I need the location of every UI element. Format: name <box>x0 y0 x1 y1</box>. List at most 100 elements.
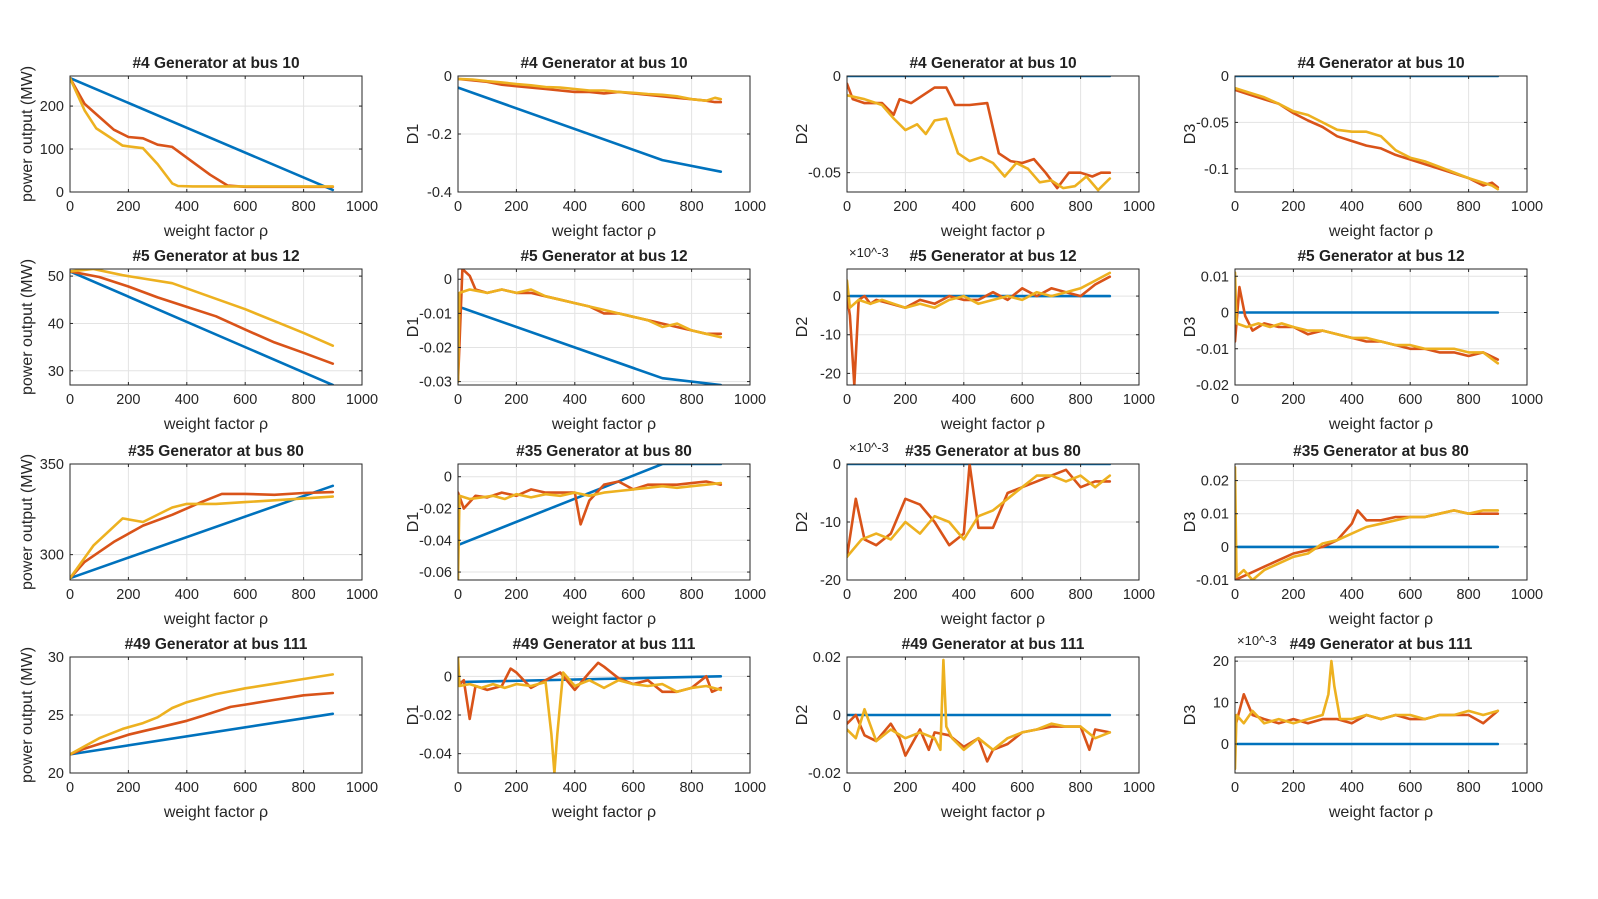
axes-box <box>69 463 363 581</box>
y-tick-label: 0 <box>1221 540 1229 556</box>
x-tick-label: 0 <box>843 392 851 408</box>
y-tick-label: 0 <box>444 272 452 288</box>
x-tick-label: 600 <box>621 780 645 796</box>
x-tick-label: 1000 <box>346 780 378 796</box>
x-tick-label: 800 <box>679 199 703 215</box>
chart-title: #5 Generator at bus 12 <box>132 248 299 265</box>
x-tick-label: 200 <box>504 780 528 796</box>
y-tick-label: 40 <box>48 316 64 332</box>
y-tick-label: 0.01 <box>1201 269 1229 285</box>
y-tick-label: -0.01 <box>1196 342 1229 358</box>
y-tick-label: 0.02 <box>813 650 841 666</box>
y-tick-label: -10 <box>820 515 841 531</box>
series-line-3 <box>847 271 1112 310</box>
series-line-1 <box>70 484 335 580</box>
x-tick-label: 200 <box>504 199 528 215</box>
plot-area <box>70 76 362 192</box>
x-axis-label: weight factor ρ <box>551 611 656 628</box>
x-tick-label: 800 <box>679 780 703 796</box>
x-tick-label: 0 <box>454 587 462 603</box>
subplot-13: 0 200 400 600 800 1000 20 25 30 #49 Generator at … <box>19 636 378 821</box>
y-tick-label: -0.1 <box>1204 162 1229 178</box>
y-tick-label: -0.04 <box>419 747 452 763</box>
axes-box <box>457 268 751 386</box>
x-tick-label: 200 <box>893 199 917 215</box>
y-tick-label: -20 <box>820 573 841 589</box>
y-tick-label: 30 <box>48 364 64 380</box>
x-axis-label: weight factor ρ <box>551 223 656 240</box>
series-line-3 <box>458 657 723 773</box>
y-axis-label: D1 <box>405 512 422 533</box>
x-tick-label: 800 <box>679 392 703 408</box>
y-axis-label: D2 <box>794 512 811 533</box>
subplot-2: 0 200 400 600 800 1000 -0.4 -0.2 0 #4 Generator a… <box>405 55 766 240</box>
x-axis-label: weight factor ρ <box>940 611 1045 628</box>
y-tick-label: -0.02 <box>1196 378 1229 394</box>
x-tick-label: 400 <box>175 587 199 603</box>
x-tick-label: 1000 <box>734 199 766 215</box>
y-axis-label: power output (MW) <box>19 647 36 783</box>
y-axis-label: D3 <box>1182 317 1199 338</box>
x-axis-label: weight factor ρ <box>940 223 1045 240</box>
x-tick-label: 600 <box>1010 780 1034 796</box>
x-tick-label: 200 <box>893 392 917 408</box>
axes-box <box>846 75 1140 193</box>
axis-exponent: ×10^-3 <box>849 245 889 260</box>
x-tick-label: 600 <box>1010 392 1034 408</box>
chart-title: #4 Generator at bus 10 <box>1297 55 1464 72</box>
y-tick-label: -0.05 <box>808 166 841 182</box>
x-tick-label: 800 <box>1068 392 1092 408</box>
chart-title: #4 Generator at bus 10 <box>132 55 299 72</box>
x-tick-label: 200 <box>1281 199 1305 215</box>
x-tick-label: 400 <box>1340 587 1364 603</box>
y-axis-label: D3 <box>1182 124 1199 145</box>
x-tick-label: 200 <box>116 587 140 603</box>
chart-title: #5 Generator at bus 12 <box>520 248 687 265</box>
x-tick-label: 0 <box>66 199 74 215</box>
y-tick-label: 0 <box>1221 737 1229 753</box>
y-tick-label: 350 <box>40 457 64 473</box>
x-tick-label: 600 <box>233 780 257 796</box>
chart-title: #4 Generator at bus 10 <box>909 55 1076 72</box>
subplot-1: 0 200 400 600 800 1000 0 100 200 #4 Generator at … <box>19 55 378 240</box>
x-tick-label: 1000 <box>1123 587 1155 603</box>
x-axis-label: weight factor ρ <box>551 804 656 821</box>
subplot-10: 0 200 400 600 800 1000 -0.06 -0.04 -0.02 0 #35 Gen… <box>405 443 766 628</box>
x-tick-label: 1000 <box>1123 392 1155 408</box>
x-axis-label: weight factor ρ <box>1328 611 1433 628</box>
y-tick-label: 300 <box>40 548 64 564</box>
axes-box <box>457 463 751 581</box>
series-line-3 <box>847 94 1112 192</box>
series-line-3 <box>458 77 723 102</box>
y-axis-label: D1 <box>405 705 422 726</box>
chart-title: #5 Generator at bus 12 <box>909 248 1076 265</box>
y-tick-label: 0 <box>833 69 841 85</box>
y-axis-label: power output (MW) <box>19 66 36 202</box>
chart-title: #35 Generator at bus 80 <box>128 443 304 460</box>
y-tick-label: 0.02 <box>1201 474 1229 490</box>
y-tick-label: -0.06 <box>419 565 452 581</box>
series-line-1 <box>70 76 335 192</box>
x-axis-label: weight factor ρ <box>163 804 268 821</box>
x-axis-label: weight factor ρ <box>1328 416 1433 433</box>
y-tick-label: 0 <box>444 69 452 85</box>
series-line-1 <box>458 305 723 385</box>
subplot-9: 0 200 400 600 800 1000 300 350 #35 Generator at … <box>19 443 378 628</box>
series-line-3 <box>1235 86 1500 191</box>
x-tick-label: 1000 <box>346 392 378 408</box>
series-line-3 <box>70 76 335 188</box>
x-tick-label: 600 <box>1398 587 1422 603</box>
x-tick-label: 400 <box>563 199 587 215</box>
x-tick-label: 200 <box>504 587 528 603</box>
y-tick-label: 20 <box>1213 654 1229 670</box>
chart-title: #49 Generator at bus 111 <box>513 636 696 653</box>
series-line-3 <box>70 673 335 756</box>
y-axis-label: D1 <box>405 124 422 145</box>
x-tick-label: 1000 <box>346 587 378 603</box>
y-axis-label: D1 <box>405 317 422 338</box>
chart-title: #49 Generator at bus 111 <box>902 636 1085 653</box>
x-tick-label: 600 <box>233 587 257 603</box>
x-tick-label: 400 <box>952 392 976 408</box>
y-tick-label: -10 <box>820 328 841 344</box>
subplot-5: 0 200 400 600 800 1000 30 40 50 #5 Generator at b… <box>19 248 378 433</box>
